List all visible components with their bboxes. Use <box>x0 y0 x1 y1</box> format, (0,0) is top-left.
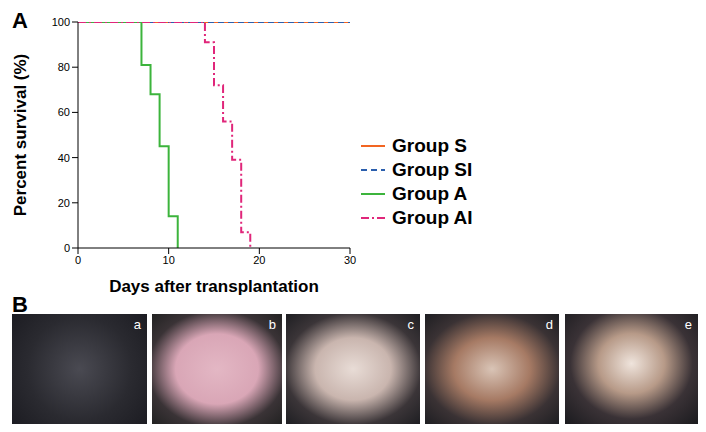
svg-text:Percent survival (%): Percent survival (%) <box>11 54 30 217</box>
html-text:a: a <box>133 317 141 332</box>
html-text:Group AI: Group AI <box>392 207 473 228</box>
svg-text:Days after transplantation: Days after transplantation <box>109 277 319 296</box>
html-text:d: d <box>545 317 553 332</box>
html-text:Group S: Group S <box>392 135 467 156</box>
html-text:Group A: Group A <box>392 183 468 204</box>
svg-text:80: 80 <box>58 61 70 73</box>
svg-text:30: 30 <box>344 254 356 266</box>
svg-text:10: 10 <box>163 254 175 266</box>
html-text:Group SI: Group SI <box>392 159 473 180</box>
svg-text:60: 60 <box>58 106 70 118</box>
svg-text:0: 0 <box>64 242 70 254</box>
svg-text:20: 20 <box>253 254 265 266</box>
svg-text:20: 20 <box>58 197 70 209</box>
html-text:b: b <box>268 317 276 332</box>
svg-text:40: 40 <box>58 152 70 164</box>
svg-text:100: 100 <box>52 16 70 28</box>
html-text:A: A <box>12 8 28 33</box>
html-text:e: e <box>684 317 692 332</box>
html-text:c: c <box>407 317 414 332</box>
html-text:B: B <box>12 292 28 317</box>
svg-text:0: 0 <box>75 254 81 266</box>
